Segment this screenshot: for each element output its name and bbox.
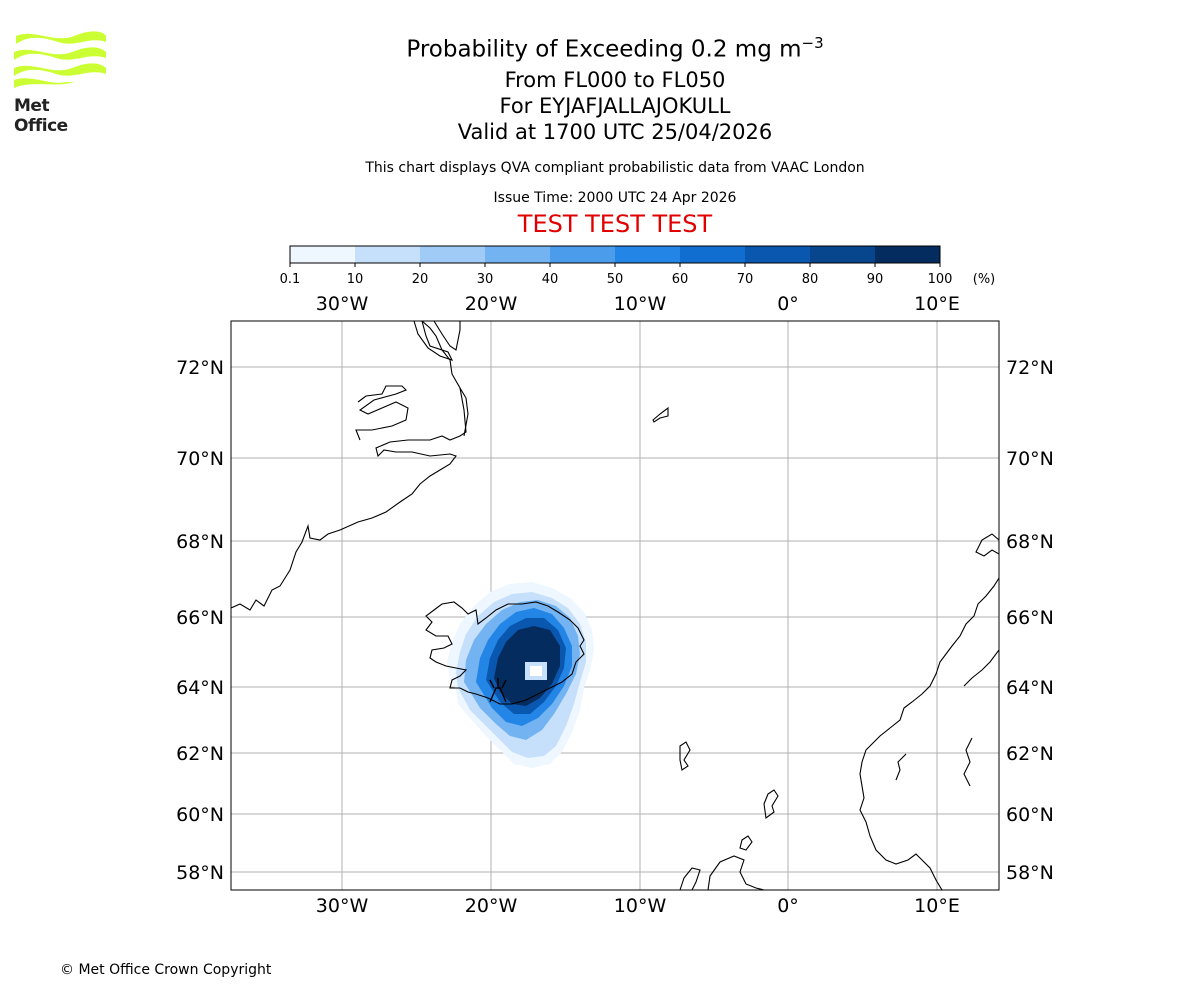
colorbar-tick-label: 90 [867,272,884,287]
svg-text:72°N: 72°N [1006,357,1054,379]
svg-text:0°: 0° [777,895,799,917]
colorbar: 0.1 10 20 30 40 50 60 70 80 90 100 (%) [280,245,996,287]
flight-level-range: From FL000 to FL050 [504,67,726,92]
svg-text:62°N: 62°N [1006,743,1054,765]
colorbar-tick-label: 50 [607,272,624,287]
latitude-labels-left: 72°N 70°N 68°N 66°N 64°N 62°N 60°N 58°N [176,357,224,884]
colorbar-segment [875,246,941,263]
map: 30°W 20°W 10°W 0° 10°E 30°W 20°W 10°W 0°… [176,293,1054,917]
svg-text:64°N: 64°N [1006,677,1054,699]
svg-text:68°N: 68°N [176,531,224,553]
svg-text:30°W: 30°W [316,293,369,315]
colorbar-segment [550,246,616,263]
svg-text:68°N: 68°N [1006,531,1054,553]
svg-text:64°N: 64°N [176,677,224,699]
svg-text:66°N: 66°N [176,607,224,629]
colorbar-tick-label: 40 [542,272,559,287]
svg-text:60°N: 60°N [1006,804,1054,826]
colorbar-unit: (%) [973,272,996,287]
colorbar-segment [680,246,746,263]
volcano-name: For EYJAFJALLAJOKULL [499,93,731,118]
colorbar-tick-label: 70 [737,272,754,287]
svg-text:20°W: 20°W [465,293,518,315]
colorbar-tick-label: 100 [928,272,953,287]
valid-time: Valid at 1700 UTC 25/04/2026 [457,119,773,144]
colorbar-tick-label: 0.1 [280,272,301,287]
logo-text: Met Office [14,96,68,136]
copyright-text: © Met Office Crown Copyright [60,962,272,978]
colorbar-tick-label: 80 [802,272,819,287]
colorbar-tick-label: 60 [672,272,689,287]
svg-text:0°: 0° [777,293,799,315]
colorbar-tick-label: 30 [477,272,494,287]
colorbar-segment [745,246,811,263]
svg-text:58°N: 58°N [176,862,224,884]
colorbar-segment [485,246,551,263]
colorbar-segment [290,246,356,263]
latitude-labels-right: 72°N 70°N 68°N 66°N 64°N 62°N 60°N 58°N [1006,357,1054,884]
svg-text:70°N: 70°N [1006,448,1054,470]
volcano-icon [489,678,507,703]
colorbar-segment [355,246,421,263]
colorbar-segment [420,246,486,263]
colorbar-tick-label: 10 [347,272,364,287]
longitude-labels-top: 30°W 20°W 10°W 0° 10°E [316,293,960,315]
coastlines [231,321,999,890]
svg-text:10°W: 10°W [614,895,667,917]
longitude-labels-bottom: 30°W 20°W 10°W 0° 10°E [316,895,960,917]
svg-text:10°E: 10°E [914,293,960,315]
colorbar-segment [810,246,876,263]
svg-text:10°W: 10°W [614,293,667,315]
met-office-logo: Met Office [14,30,106,136]
main-title: Probability of Exceeding 0.2 mg m−3 [406,34,824,63]
test-banner: TEST TEST TEST [517,209,713,238]
svg-text:70°N: 70°N [176,448,224,470]
svg-text:62°N: 62°N [176,743,224,765]
chart-titles: Probability of Exceeding 0.2 mg m−3 From… [215,26,1015,238]
svg-text:30°W: 30°W [316,895,369,917]
svg-text:58°N: 58°N [1006,862,1054,884]
svg-text:20°W: 20°W [465,895,518,917]
svg-text:60°N: 60°N [176,804,224,826]
colorbar-tick-label: 20 [412,272,429,287]
svg-text:66°N: 66°N [1006,607,1054,629]
colorbar-segment [615,246,681,263]
met-office-waves-icon [14,31,106,88]
svg-text:72°N: 72°N [176,357,224,379]
description-text: This chart displays QVA compliant probab… [365,159,865,176]
svg-text:10°E: 10°E [914,895,960,917]
issue-time: Issue Time: 2000 UTC 24 Apr 2026 [493,189,737,206]
map-frame [231,321,999,890]
